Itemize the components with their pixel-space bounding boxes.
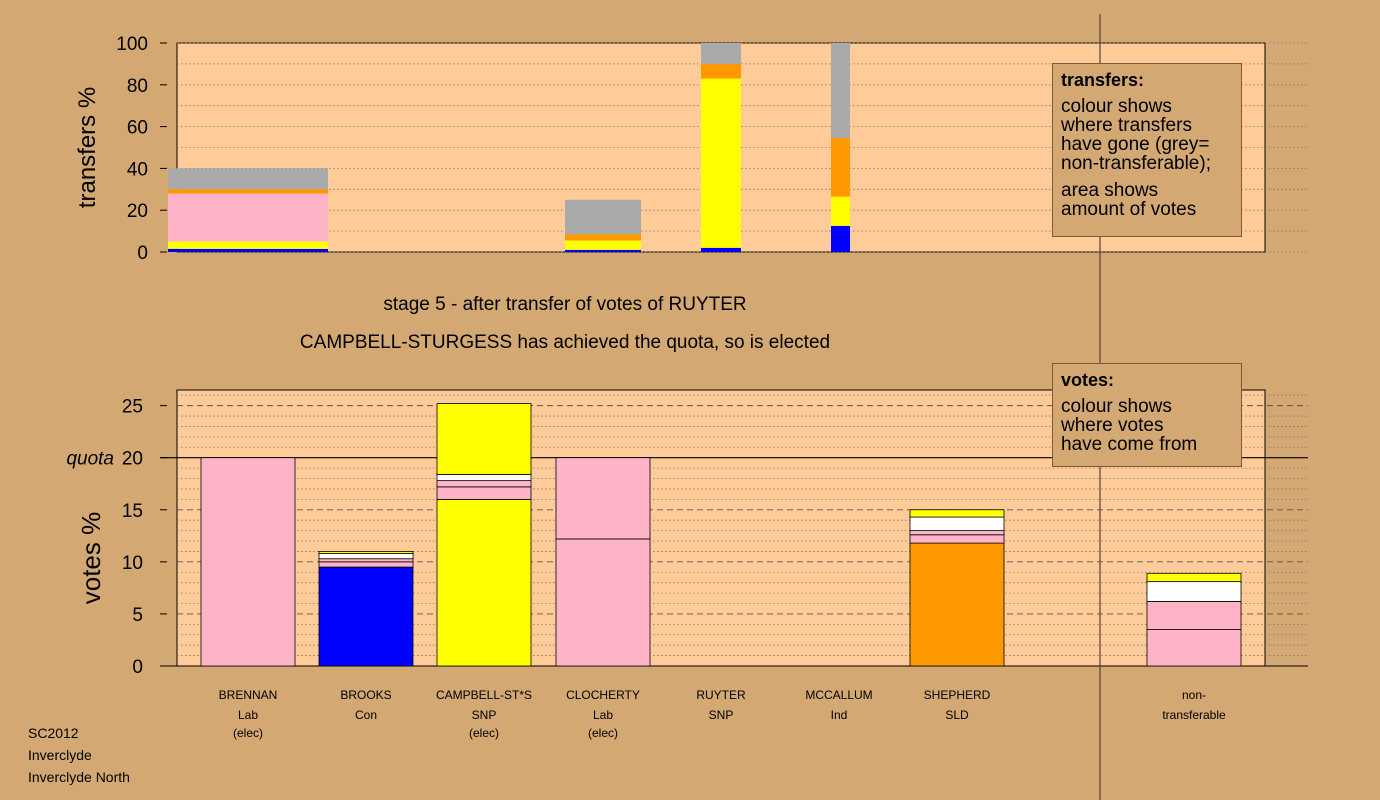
vote-segment: [555, 538, 651, 667]
quota-label: quota: [66, 449, 114, 470]
category-status: (elec): [233, 726, 263, 740]
category-party: SLD: [945, 708, 969, 722]
transfer-segment: [565, 199, 641, 235]
votes-legend-line: where votes: [1061, 415, 1164, 436]
transfer-segment: [831, 225, 850, 252]
y-tick-label: 60: [127, 118, 148, 139]
category-name: BRENNAN: [219, 688, 278, 702]
vote-segment: [436, 498, 532, 667]
y-tick-label: 15: [122, 501, 143, 522]
category-party: SNP: [472, 708, 497, 722]
vote-segment: [318, 553, 414, 560]
votes-legend-line: have come from: [1061, 434, 1198, 455]
y-tick-label: 0: [137, 243, 148, 264]
category-name: SHEPHERD: [924, 688, 991, 702]
transfer-segment: [168, 168, 328, 190]
y-tick-label: 5: [132, 605, 143, 626]
category-name: MCCALLUM: [805, 688, 872, 702]
transfers-legend-line: area shows: [1061, 180, 1159, 201]
transfer-segment: [831, 138, 850, 197]
vote-segment: [200, 457, 296, 667]
category-name: CLOCHERTY: [566, 688, 640, 702]
y-axis-label: votes %: [76, 512, 106, 605]
category-name: CAMPBELL-ST*S: [436, 688, 532, 702]
vote-segment: [1146, 629, 1242, 667]
transfer-segment: [168, 248, 328, 252]
transfer-segment: [168, 189, 328, 194]
transfers-legend-box: transfers: colour shows where transfers …: [1052, 63, 1242, 237]
vote-segment: [1146, 572, 1242, 583]
category-party: transferable: [1162, 708, 1226, 722]
transfer-segment: [565, 249, 641, 252]
transfer-segment: [831, 43, 850, 139]
vote-segment: [436, 473, 532, 482]
transfers-legend-title: transfers:: [1061, 70, 1145, 90]
transfer-segment: [168, 241, 328, 249]
y-tick-label: 80: [127, 76, 148, 97]
y-tick-label: 40: [127, 159, 148, 180]
vote-segment: [1146, 601, 1242, 630]
y-tick-label: 20: [122, 449, 143, 470]
vote-segment: [318, 551, 414, 554]
footer-election: SC2012: [28, 725, 79, 741]
stage-caption: stage 5 - after transfer of votes of RUY…: [383, 294, 747, 315]
y-tick-label: 0: [132, 657, 143, 678]
transfer-segment: [565, 234, 641, 241]
transfer-segment: [701, 247, 741, 252]
transfer-segment: [701, 63, 741, 79]
vote-segment: [436, 403, 532, 475]
vote-segment: [436, 486, 532, 500]
footer: SC2012 Inverclyde Inverclyde North: [28, 722, 130, 788]
transfer-segment: [168, 193, 328, 242]
transfer-segment: [565, 240, 641, 250]
votes-legend-title: votes:: [1061, 370, 1115, 390]
category-party: Ind: [831, 708, 848, 722]
vote-segment: [909, 516, 1005, 532]
votes-plot: 0 5 10 15 25 20 quota votes % BRENNAN Lab (elec) BR…: [66, 389, 1308, 740]
category-name: RUYTER: [696, 688, 746, 702]
vote-segment: [318, 558, 414, 563]
footer-ward: Inverclyde North: [28, 769, 130, 785]
y-tick-label: 10: [122, 553, 143, 574]
transfers-legend-line: have gone (grey=: [1061, 134, 1210, 155]
vote-segment: [555, 457, 651, 540]
votes-legend-box: votes: colour shows where votes have com…: [1052, 363, 1242, 467]
category-status: (elec): [588, 726, 618, 740]
category-party: SNP: [709, 708, 734, 722]
vote-segment: [909, 542, 1005, 667]
footer-council: Inverclyde: [28, 747, 92, 763]
transfer-segment: [701, 78, 741, 248]
transfer-segment: [831, 196, 850, 226]
category-status: (elec): [469, 726, 499, 740]
transfers-legend-line: where transfers: [1061, 115, 1192, 136]
transfer-segment: [701, 43, 741, 64]
vote-segment: [909, 509, 1005, 518]
category-party: Con: [355, 708, 377, 722]
category-party: Lab: [238, 708, 258, 722]
transfers-legend-line: amount of votes: [1061, 199, 1197, 220]
category-party: Lab: [593, 708, 613, 722]
y-tick-label: 20: [127, 201, 148, 222]
votes-legend-line: colour shows: [1061, 396, 1172, 417]
y-tick-label: 25: [122, 397, 143, 418]
vote-segment: [1146, 581, 1242, 602]
y-tick-label: 100: [116, 34, 148, 55]
transfers-legend-line: non-transferable);: [1061, 153, 1211, 174]
vote-segment: [318, 561, 414, 568]
y-axis-label: transfers %: [74, 87, 101, 208]
vote-segment: [909, 534, 1005, 544]
category-name: non-: [1182, 688, 1206, 702]
vote-segment: [318, 566, 414, 667]
elected-caption: CAMPBELL-STURGESS has achieved the quota…: [299, 332, 831, 353]
vote-segment: [436, 480, 532, 488]
transfers-legend-line: colour shows: [1061, 96, 1172, 117]
vote-segment: [909, 530, 1005, 536]
category-name: BROOKS: [340, 688, 391, 702]
